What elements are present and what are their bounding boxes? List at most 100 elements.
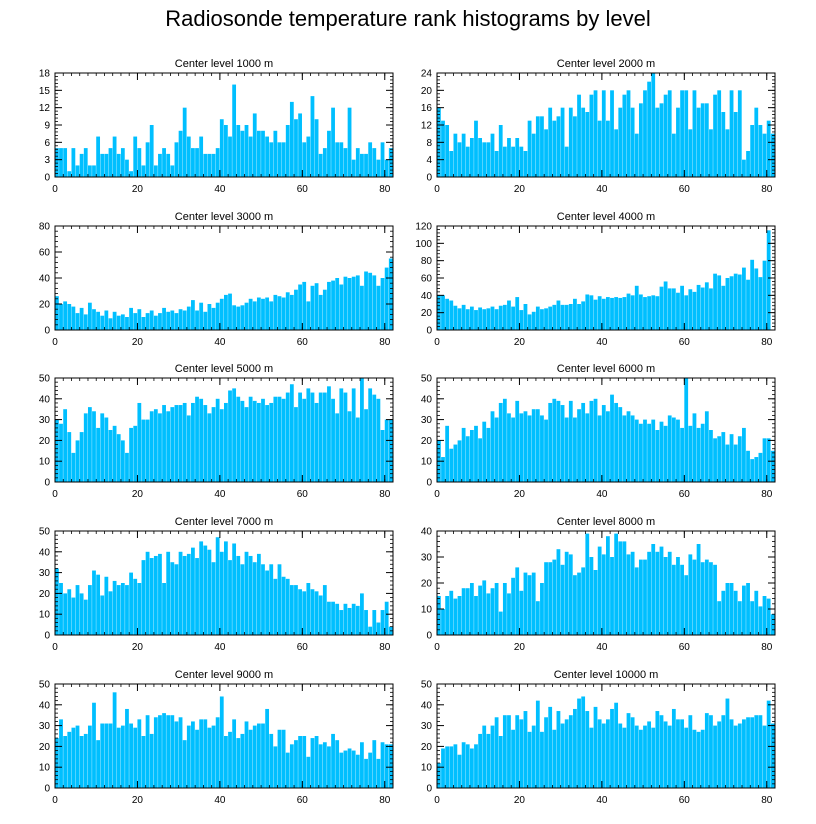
histogram-bar — [170, 562, 175, 635]
histogram-bar — [75, 313, 80, 330]
histogram-bar — [573, 417, 577, 482]
histogram-bar — [610, 297, 614, 330]
histogram-bar — [465, 309, 470, 330]
histogram-bar — [380, 142, 385, 177]
histogram-bar — [709, 562, 713, 635]
histogram-bar — [87, 725, 92, 788]
histogram-bar — [265, 570, 270, 635]
histogram-bar — [318, 294, 323, 330]
histogram-bar — [556, 116, 561, 177]
histogram-bar — [71, 727, 76, 788]
histogram-bar — [384, 744, 389, 788]
x-tick-label: 40 — [596, 642, 608, 653]
histogram-bar — [355, 275, 360, 330]
histogram-bar — [758, 606, 763, 635]
histogram-bar — [108, 430, 113, 482]
histogram-bar — [141, 419, 146, 482]
histogram-bar — [360, 153, 364, 177]
histogram-bar — [55, 419, 59, 482]
histogram-bar — [725, 278, 730, 330]
plot-frame — [436, 683, 776, 789]
histogram-bar — [199, 719, 204, 788]
y-tick-label: 30 — [421, 553, 433, 564]
y-tick-label: 20 — [421, 308, 433, 319]
histogram-bar — [502, 146, 507, 177]
histogram-bar — [310, 589, 315, 635]
histogram-bar — [552, 120, 557, 177]
histogram-bar — [100, 413, 105, 482]
histogram-bar — [240, 305, 245, 330]
histogram-bar — [145, 715, 150, 788]
y-tick-label: 10 — [421, 763, 433, 774]
chart-panel-2: Center level 2000 m 0 20 40 60 80 0 4 8 12 16 20 24 — [421, 58, 776, 195]
histogram-bar — [63, 301, 68, 330]
histogram-bar — [343, 148, 348, 177]
histogram-bar — [364, 153, 368, 177]
histogram-bar — [511, 417, 515, 482]
histogram-bar — [729, 434, 734, 482]
histogram-bar — [104, 723, 109, 788]
histogram-bar — [770, 723, 775, 788]
histogram-bar — [314, 591, 319, 635]
histogram-bar — [494, 417, 499, 482]
histogram-bar — [700, 729, 705, 788]
histogram-bar — [647, 423, 652, 482]
histogram-bar — [215, 398, 220, 482]
x-tick-label: 0 — [52, 184, 58, 195]
histogram-bar — [684, 295, 689, 330]
histogram-bar — [540, 583, 544, 635]
histogram-bar — [182, 555, 187, 635]
histogram-bar — [465, 146, 470, 177]
histogram-bar — [717, 601, 722, 635]
histogram-bar — [544, 717, 548, 788]
histogram-bar — [494, 309, 499, 330]
histogram-bar — [766, 230, 771, 330]
plot-frame — [54, 377, 394, 483]
histogram-bar — [285, 578, 290, 635]
histogram-bar — [614, 129, 619, 177]
histogram-bar — [597, 546, 602, 635]
x-tick-label: 0 — [52, 642, 58, 653]
histogram-bar — [531, 409, 536, 482]
histogram-bar — [667, 551, 672, 635]
histogram-bar — [696, 427, 701, 482]
histogram-bar — [372, 394, 377, 482]
histogram-bar — [449, 300, 454, 330]
histogram-bar — [388, 148, 393, 177]
histogram-bar — [585, 112, 590, 177]
histogram-bar — [310, 285, 315, 330]
histogram-bar — [733, 112, 738, 177]
histogram-bar — [544, 419, 548, 482]
histogram-bar — [112, 425, 117, 482]
histogram-bar — [129, 427, 133, 482]
histogram-bar — [219, 551, 224, 635]
histogram-bar — [713, 438, 717, 482]
histogram-bar — [556, 400, 561, 482]
histogram-bar — [663, 721, 668, 788]
histogram-bar — [116, 153, 121, 177]
histogram-bar — [552, 398, 557, 482]
histogram-bar — [79, 432, 84, 482]
y-tick-label: 20 — [421, 436, 433, 447]
histogram-bar — [129, 171, 133, 177]
histogram-bar — [215, 302, 220, 330]
histogram-bar — [482, 725, 487, 788]
histogram-bar — [630, 415, 635, 482]
histogram-bar — [684, 378, 689, 482]
histogram-bar — [219, 298, 224, 330]
y-tick-label: 40 — [421, 527, 433, 538]
histogram-bar — [531, 133, 536, 177]
histogram-bar — [540, 116, 544, 177]
histogram-bar — [59, 583, 63, 635]
y-tick-label: 50 — [421, 680, 433, 691]
histogram-bar — [120, 314, 125, 330]
histogram-bar — [133, 425, 138, 482]
histogram-bar — [535, 700, 540, 788]
histogram-bar — [556, 711, 561, 788]
histogram-bar — [515, 138, 520, 177]
histogram-bar — [564, 551, 569, 635]
histogram-bar — [310, 96, 315, 177]
histogram-bar — [643, 559, 647, 635]
histogram-bar — [610, 394, 614, 482]
histogram-bar — [651, 73, 656, 177]
